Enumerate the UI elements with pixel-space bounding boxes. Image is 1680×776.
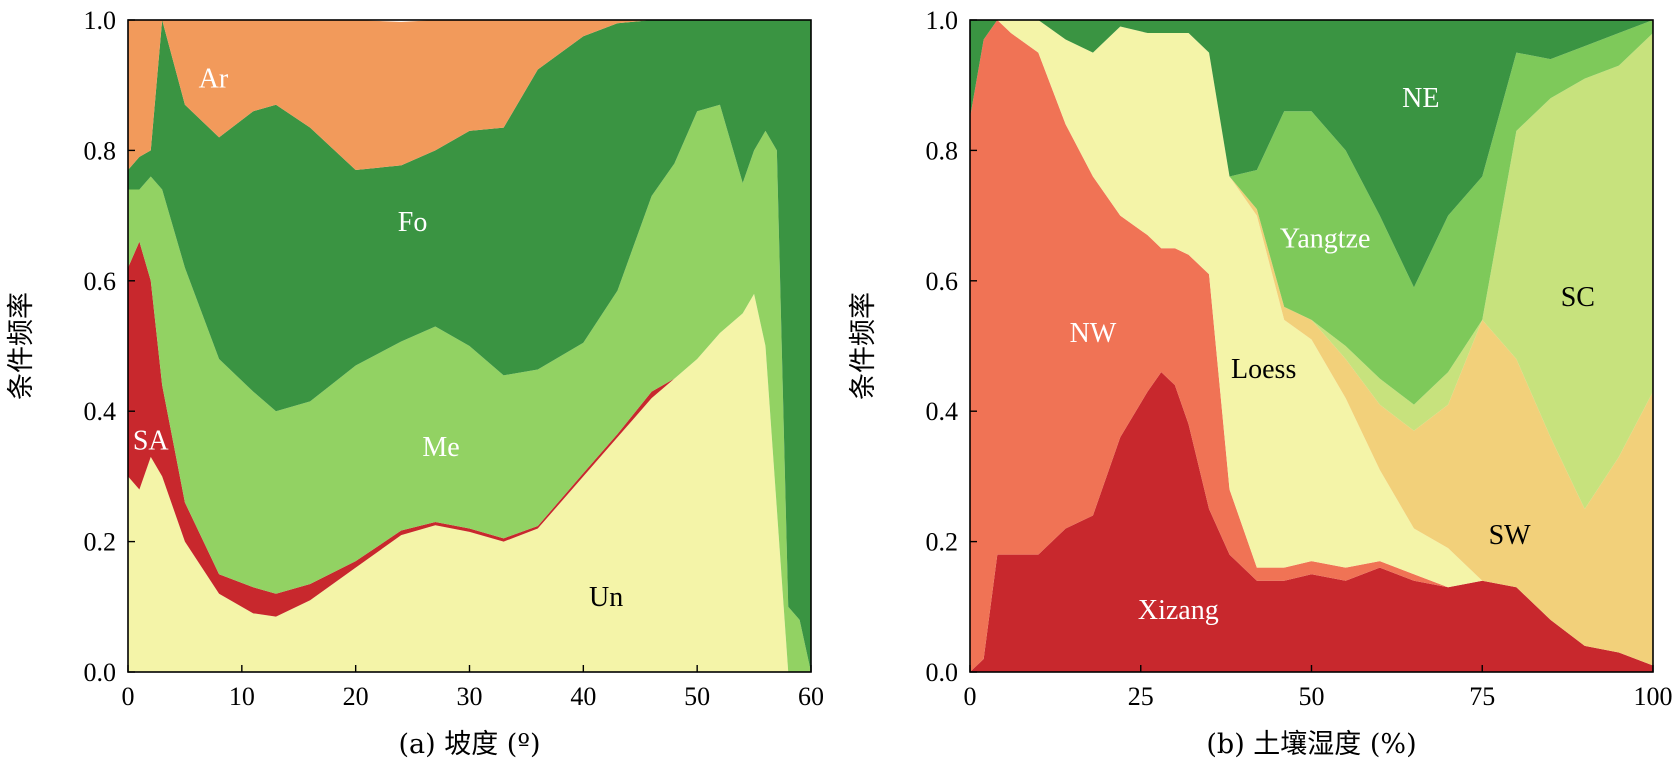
- y-tick-label: 0.4: [926, 397, 959, 426]
- series-label-ar: Ar: [199, 64, 229, 95]
- area-sc: [970, 20, 1653, 509]
- series-label-loess: Loess: [1231, 354, 1296, 385]
- area-ne: [970, 20, 1653, 288]
- y-tick-label: 0.4: [84, 397, 117, 426]
- series-label-ne: NE: [1402, 83, 1439, 114]
- x-tick-label: 75: [1469, 682, 1495, 711]
- y-tick-label: 1.0: [84, 6, 117, 35]
- series-label-me: Me: [422, 432, 459, 463]
- x-tick-label: 0: [122, 682, 135, 711]
- y-axis-label: 条件频率: [6, 292, 37, 400]
- area-ar: [128, 20, 811, 170]
- x-tick-label: 25: [1128, 682, 1154, 711]
- series-label-xizang: Xizang: [1138, 595, 1219, 626]
- y-tick-label: 0.6: [84, 267, 117, 296]
- series-label-sa: SA: [133, 426, 170, 457]
- y-tick-label: 0.0: [84, 658, 117, 687]
- area-me: [128, 104, 811, 672]
- x-tick-label: 10: [229, 682, 255, 711]
- series-label-yangtze: Yangtze: [1280, 223, 1370, 254]
- panel-caption: (a) 坡度 (º): [398, 729, 540, 760]
- y-tick-label: 0.2: [926, 528, 959, 557]
- x-tick-label: 0: [964, 682, 977, 711]
- series-label-sc: SC: [1561, 282, 1595, 313]
- y-axis-label: 条件频率: [848, 292, 879, 400]
- panel-soil-moisture: 0.0 0.2 0.4 0.6 0.8 1.0 0 25 50 75 100 条件频率 (b) 土壤湿度…: [848, 6, 1673, 760]
- area-sw: [970, 20, 1653, 666]
- panel-slope: 0.0 0.2 0.4 0.6 0.8 1.0 0 10 20 30 40 50 60 条件频率 (a) 坡…: [6, 6, 824, 760]
- area-nw: [970, 20, 1653, 672]
- y-tick-label: 0.2: [84, 528, 117, 557]
- y-tick-label: 1.0: [926, 6, 959, 35]
- x-tick-label: 60: [798, 682, 824, 711]
- panel-caption: (b) 土壤湿度 (%): [1206, 729, 1416, 760]
- x-tick-label: 100: [1634, 682, 1673, 711]
- x-tick-label: 30: [457, 682, 483, 711]
- area-xizang: [970, 372, 1653, 672]
- area-loess: [970, 20, 1653, 666]
- x-tick-label: 50: [1299, 682, 1325, 711]
- y-tick-label: 0.8: [84, 136, 117, 165]
- area-un: [128, 293, 811, 672]
- x-tick-label: 40: [570, 682, 596, 711]
- series-label-nw: NW: [1070, 318, 1117, 349]
- x-tick-label: 20: [343, 682, 369, 711]
- y-tick-label: 0.0: [926, 658, 959, 687]
- area-yangtze: [970, 20, 1653, 405]
- series-label-sw: SW: [1489, 520, 1532, 551]
- series-label-un: Un: [589, 582, 623, 613]
- x-tick-label: 50: [684, 682, 710, 711]
- y-tick-label: 0.8: [926, 136, 959, 165]
- series-label-fo: Fo: [398, 207, 428, 238]
- y-tick-label: 0.6: [926, 267, 959, 296]
- area-fo: [128, 20, 811, 672]
